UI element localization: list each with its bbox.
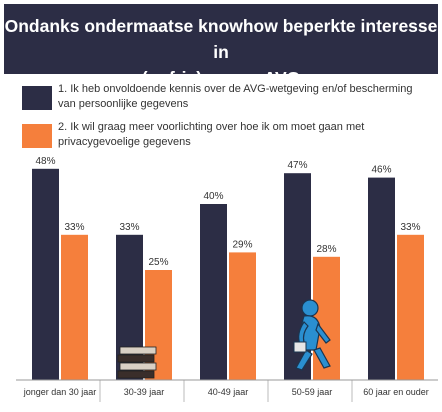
- bar-series2-1: [61, 234, 88, 380]
- legend-item-series1: 1. Ik heb onvoldoende kennis over de AVG…: [22, 82, 432, 112]
- chart-title-line2: (opfris)cursus AVG: [141, 68, 301, 88]
- bar-series1-1: [32, 168, 59, 380]
- x-tick-label-5: 60 jaar en ouder: [363, 387, 429, 397]
- bar-series1-3: [200, 204, 227, 380]
- data-label-series2-1: 33%: [64, 222, 84, 233]
- x-tick-label-3: 40-49 jaar: [208, 387, 249, 397]
- data-label-series1-1: 48%: [35, 156, 55, 167]
- x-tick-label-2: 30-39 jaar: [124, 387, 165, 397]
- bar-series1-5: [368, 177, 395, 380]
- data-label-series1-3: 40%: [203, 191, 223, 202]
- x-tick-label-4: 50-59 jaar: [292, 387, 333, 397]
- book-stack-icon-part-1: [117, 370, 155, 379]
- walking-person-icon: [293, 299, 331, 371]
- data-label-series1-5: 46%: [371, 165, 391, 176]
- legend-swatch-series1: [22, 86, 52, 110]
- book-stack-icon-part-2: [119, 362, 157, 371]
- walking-person-icon-part-4: [313, 347, 331, 369]
- walking-person-icon-part-1: [301, 299, 319, 317]
- data-label-series2-3: 29%: [232, 239, 252, 250]
- bar-series2-5: [397, 234, 424, 380]
- walking-person-icon-part-3: [295, 349, 313, 371]
- data-label-series1-4: 47%: [287, 160, 307, 171]
- legend-item-series2: 2. Ik wil graag meer voorlichting over h…: [22, 120, 432, 150]
- legend-label-series2: 2. Ik wil graag meer voorlichting over h…: [58, 121, 365, 148]
- data-label-series2-4: 28%: [316, 244, 336, 255]
- book-stack-icon-part-3: [117, 354, 155, 363]
- chart-title-line1: Ondanks ondermaatse knowhow beperkte int…: [4, 16, 438, 62]
- book-stack-icon-part-4: [119, 346, 157, 355]
- bar-series2-3: [229, 252, 256, 380]
- legend: 1. Ik heb onvoldoende kennis over de AVG…: [22, 82, 432, 158]
- legend-swatch-series2: [22, 124, 52, 148]
- walking-person-icon-part-7: [315, 322, 331, 344]
- bar-chart: 48% 33% jonger dan 30 jaar 33% 25% 30-39 jaar…: [16, 156, 438, 402]
- walking-person-icon-part-6: [293, 341, 307, 353]
- data-label-series2-5: 33%: [400, 222, 420, 233]
- data-label-series2-2: 25%: [148, 257, 168, 268]
- data-label-series1-2: 33%: [119, 222, 139, 233]
- chart-title: Ondanks ondermaatse knowhow beperkte int…: [4, 4, 438, 88]
- x-tick-label-1: jonger dan 30 jaar: [23, 387, 97, 397]
- legend-label-series1: 1. Ik heb onvoldoende kennis over de AVG…: [58, 83, 413, 110]
